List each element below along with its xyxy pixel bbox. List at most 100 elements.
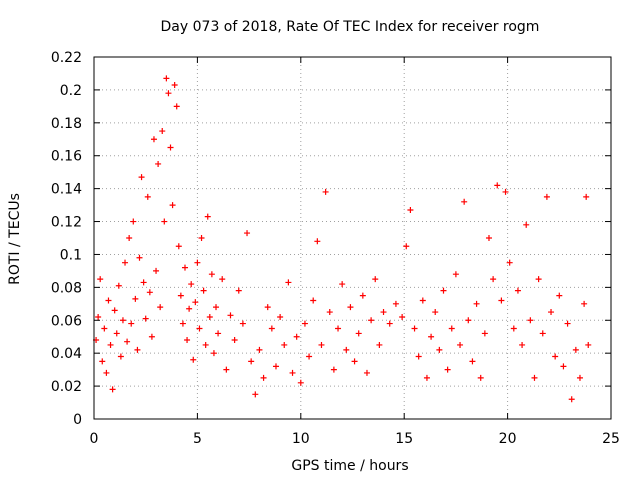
data-point — [186, 305, 193, 312]
data-point — [556, 292, 563, 299]
data-point — [444, 366, 451, 373]
data-point — [376, 341, 383, 348]
data-point — [235, 287, 242, 294]
y-tick-label: 0.08 — [51, 280, 82, 296]
data-points — [93, 75, 592, 403]
data-point — [293, 333, 300, 340]
data-point — [560, 363, 567, 370]
data-point — [198, 235, 205, 241]
data-point — [310, 297, 317, 304]
data-point — [498, 297, 505, 304]
data-point — [281, 341, 288, 348]
data-point — [223, 366, 230, 373]
data-point — [252, 391, 259, 398]
data-point — [326, 309, 333, 316]
y-tick-label: 0.22 — [51, 50, 82, 66]
y-tick-label: 0.14 — [51, 182, 82, 198]
y-tick-label: 0.02 — [51, 379, 82, 395]
data-point — [204, 213, 211, 220]
x-axis-title: GPS time / hours — [291, 458, 408, 474]
data-point — [432, 309, 439, 316]
y-axis-title: ROTI / TECUs — [7, 193, 23, 285]
grid-lines — [94, 57, 611, 419]
data-point — [465, 317, 472, 324]
data-point — [527, 317, 534, 324]
data-point — [97, 276, 104, 283]
data-point — [177, 292, 184, 299]
axis-ticks — [93, 56, 612, 420]
data-point — [150, 136, 157, 143]
data-point — [297, 379, 304, 386]
data-point — [113, 330, 120, 337]
x-tick-label: 20 — [499, 431, 517, 447]
data-point — [314, 238, 321, 245]
data-point — [155, 160, 162, 167]
data-point — [355, 330, 362, 337]
data-point — [196, 325, 203, 332]
data-point — [264, 304, 271, 311]
plot-frame — [93, 56, 612, 420]
data-point — [485, 235, 492, 241]
data-point — [134, 346, 141, 353]
y-tick-label: 0.18 — [51, 116, 82, 132]
data-point — [436, 346, 443, 353]
data-point — [117, 353, 124, 360]
data-point — [481, 330, 488, 337]
data-point — [163, 75, 170, 82]
x-tick-label: 10 — [292, 431, 310, 447]
data-point — [301, 320, 308, 327]
data-point — [576, 374, 583, 381]
data-point — [514, 287, 521, 294]
data-point — [461, 198, 468, 205]
data-point — [200, 287, 207, 294]
data-point — [192, 299, 199, 306]
data-point — [244, 230, 251, 237]
data-point — [208, 271, 215, 278]
data-point — [448, 325, 455, 332]
data-point — [469, 358, 476, 365]
data-point — [585, 341, 592, 348]
data-point — [173, 103, 180, 110]
data-point — [289, 369, 296, 376]
data-point — [568, 396, 575, 403]
data-point — [107, 341, 114, 348]
data-point — [359, 292, 366, 299]
data-point — [428, 333, 435, 340]
data-point — [140, 279, 147, 286]
data-point — [103, 369, 110, 376]
data-point — [227, 312, 234, 319]
data-point — [260, 374, 267, 381]
data-point — [392, 300, 399, 307]
data-point — [159, 128, 166, 135]
data-point — [95, 313, 102, 320]
data-point — [473, 300, 480, 307]
data-point — [510, 325, 517, 332]
data-point — [519, 341, 526, 348]
data-point — [440, 287, 447, 294]
y-tick-label: 0.06 — [51, 313, 82, 329]
data-point — [210, 350, 217, 357]
data-point — [403, 243, 410, 250]
data-point — [202, 341, 209, 348]
data-point — [167, 144, 174, 151]
data-point — [111, 307, 118, 314]
data-point — [457, 341, 464, 348]
data-point — [219, 276, 226, 283]
data-point — [552, 353, 559, 360]
data-point — [119, 317, 126, 324]
data-point — [363, 369, 370, 376]
data-point — [318, 341, 325, 348]
data-point — [239, 320, 246, 327]
data-point — [581, 300, 588, 307]
data-point — [206, 313, 213, 320]
data-point — [148, 333, 155, 340]
data-point — [335, 325, 342, 332]
data-point — [330, 366, 337, 373]
data-point — [161, 218, 168, 225]
data-point — [423, 374, 430, 381]
data-point — [215, 330, 222, 337]
data-point — [138, 174, 145, 181]
data-point — [523, 221, 530, 228]
data-point — [175, 243, 182, 250]
